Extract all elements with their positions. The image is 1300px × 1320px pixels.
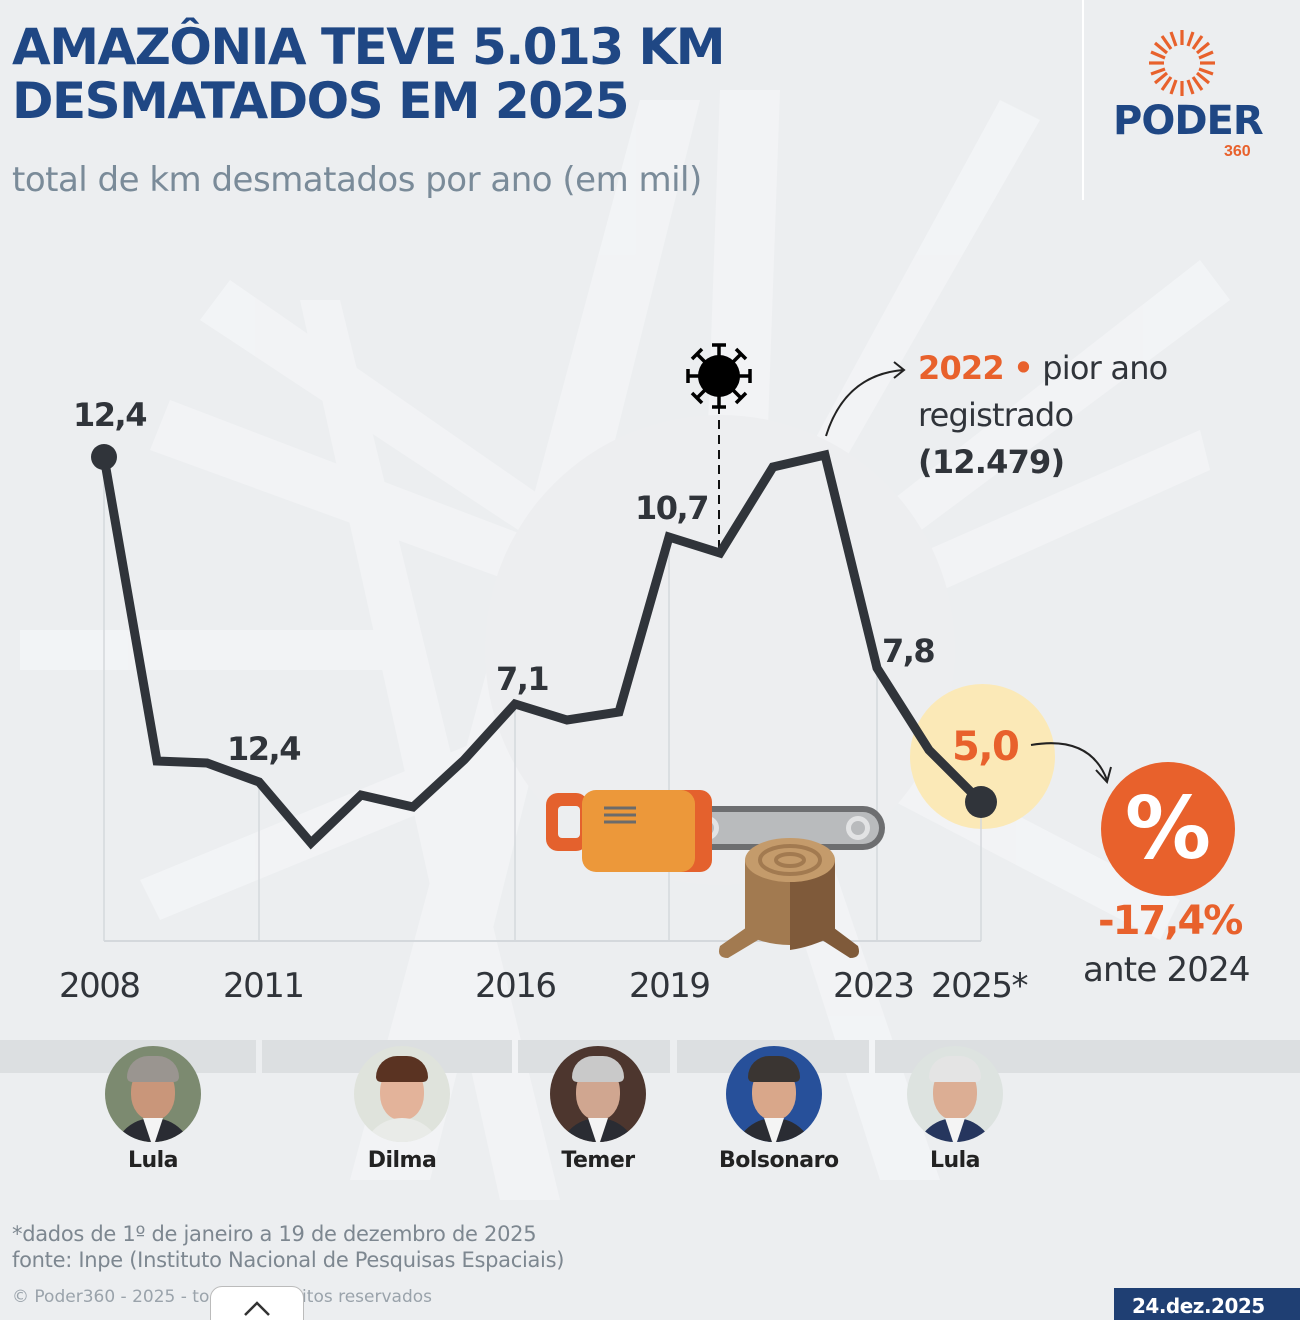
- annotation-value: (12.479): [918, 443, 1065, 481]
- annotation-bullet: •: [1013, 349, 1033, 387]
- annotation-arrow-2022: [825, 369, 904, 437]
- label-2011: 12,4: [227, 730, 301, 768]
- avatar: [726, 1046, 822, 1142]
- annotation-text-2: registrado: [918, 396, 1074, 434]
- source-note: fonte: Inpe (Instituto Nacional de Pesqu…: [12, 1248, 565, 1272]
- annotation-arrow-pct: [1030, 742, 1108, 781]
- subtitle: total de km desmatados por ano (em mil): [12, 160, 702, 200]
- sunburst-logo-icon: [1149, 30, 1215, 96]
- president-lula-1: Lula: [98, 1046, 208, 1173]
- page-title: AMAZÔNIA TEVE 5.013 KM DESMATADOS EM 202…: [12, 18, 726, 130]
- logo-number: 360: [1224, 143, 1251, 160]
- logo-word: PODER: [1113, 98, 1264, 144]
- annotation-year: 2022: [918, 349, 1005, 387]
- avatar: [105, 1046, 201, 1142]
- scroll-to-top-button[interactable]: [210, 1286, 304, 1320]
- president-lula-2: Lula: [900, 1046, 1010, 1173]
- label-2025: 5,0: [952, 724, 1020, 770]
- virus-icon: [686, 343, 752, 409]
- percent-symbol: %: [1124, 779, 1212, 879]
- x-tick-2011: 2011: [223, 966, 305, 1006]
- avatar: [550, 1046, 646, 1142]
- chevron-up-icon: [244, 1301, 270, 1316]
- label-2019: 10,7: [635, 489, 709, 527]
- percent-icon: %: [1101, 762, 1235, 896]
- president-name: Temer: [561, 1148, 635, 1173]
- start-point-marker: [91, 444, 117, 470]
- end-point-marker: [965, 786, 997, 818]
- title-line-1: AMAZÔNIA TEVE 5.013 KM: [12, 18, 726, 76]
- x-tick-2016: 2016: [475, 966, 557, 1006]
- deforestation-line: [99, 449, 985, 850]
- poder360-logo: PODER 360: [1110, 26, 1264, 166]
- label-2008: 12,4: [73, 396, 147, 434]
- annotation-2022: 2022 • pior ano registrado (12.479): [918, 345, 1168, 486]
- header-divider: [1082, 0, 1084, 200]
- label-2023: 7,8: [882, 632, 936, 670]
- president-temer: Temer: [543, 1046, 653, 1173]
- president-name: Lula: [929, 1148, 981, 1173]
- annotation-text-1: pior ano: [1042, 349, 1168, 387]
- president-name: Dilma: [367, 1148, 437, 1173]
- label-2016: 7,1: [496, 660, 550, 698]
- president-name: Bolsonaro: [719, 1148, 839, 1173]
- avatar: [907, 1046, 1003, 1142]
- footnote: *dados de 1º de janeiro a 19 de dezembro…: [12, 1222, 537, 1246]
- avatar: [354, 1046, 450, 1142]
- chart-gridlines: [103, 457, 982, 942]
- x-tick-2019: 2019: [629, 966, 711, 1006]
- x-tick-2008: 2008: [59, 966, 141, 1006]
- date-badge: 24.dez.2025: [1114, 1288, 1300, 1320]
- x-tick-2025: 2025*: [931, 966, 1029, 1006]
- title-line-2: DESMATADOS EM 2025: [12, 72, 630, 130]
- president-bolsonaro: Bolsonaro: [719, 1046, 839, 1173]
- x-tick-2023: 2023: [833, 966, 915, 1006]
- percent-change-caption: ante 2024: [1083, 950, 1251, 990]
- chainsaw-stump-illustration: [546, 790, 885, 958]
- percent-change-value: -17,4%: [1098, 898, 1243, 944]
- president-name: Lula: [127, 1148, 179, 1173]
- president-dilma: Dilma: [347, 1046, 457, 1173]
